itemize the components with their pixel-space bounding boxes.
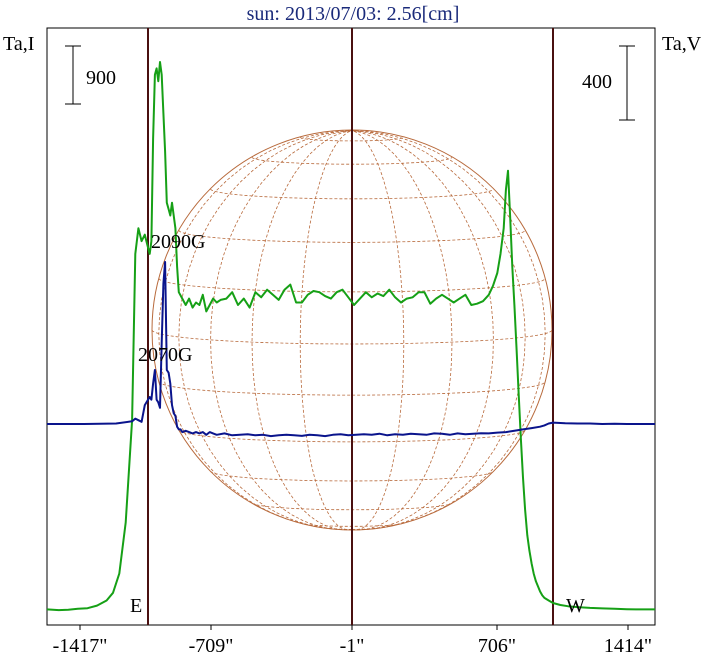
left-scale-value: 900 — [86, 67, 116, 89]
longitude-line — [158, 130, 353, 530]
x-tick-label: -1417" — [52, 635, 108, 657]
x-tick-label: 706" — [477, 635, 517, 657]
longitude-line — [351, 130, 546, 530]
x-tick-label: -1" — [339, 635, 365, 657]
right-axis-label: Ta,V — [662, 33, 702, 55]
right-scale-value: 400 — [582, 71, 612, 93]
longitude-line — [351, 130, 494, 531]
left-axis-label: Ta,I — [3, 33, 35, 55]
longitude-line — [351, 130, 405, 531]
longitude-line — [351, 130, 453, 531]
chart-title: sun: 2013/07/03: 2.56[cm] — [246, 3, 460, 25]
west-limb-label: W — [566, 595, 585, 617]
annotation-2070g: 2070G — [138, 344, 193, 366]
plot-frame — [46, 27, 656, 630]
longitude-line — [210, 130, 353, 531]
east-limb-label: E — [130, 595, 143, 617]
longitude-line — [251, 130, 353, 531]
longitude-line — [178, 130, 353, 530]
x-tick-label: 1414" — [603, 635, 653, 657]
series-line-intensity — [46, 61, 655, 612]
x-tick-label: -709" — [188, 635, 234, 657]
longitude-line — [351, 130, 526, 530]
longitude-line — [299, 130, 353, 531]
annotation-2090g: 2090G — [151, 231, 206, 253]
scale-bars — [65, 45, 635, 121]
series-line-polarization — [47, 261, 655, 438]
series-layer — [46, 61, 655, 612]
